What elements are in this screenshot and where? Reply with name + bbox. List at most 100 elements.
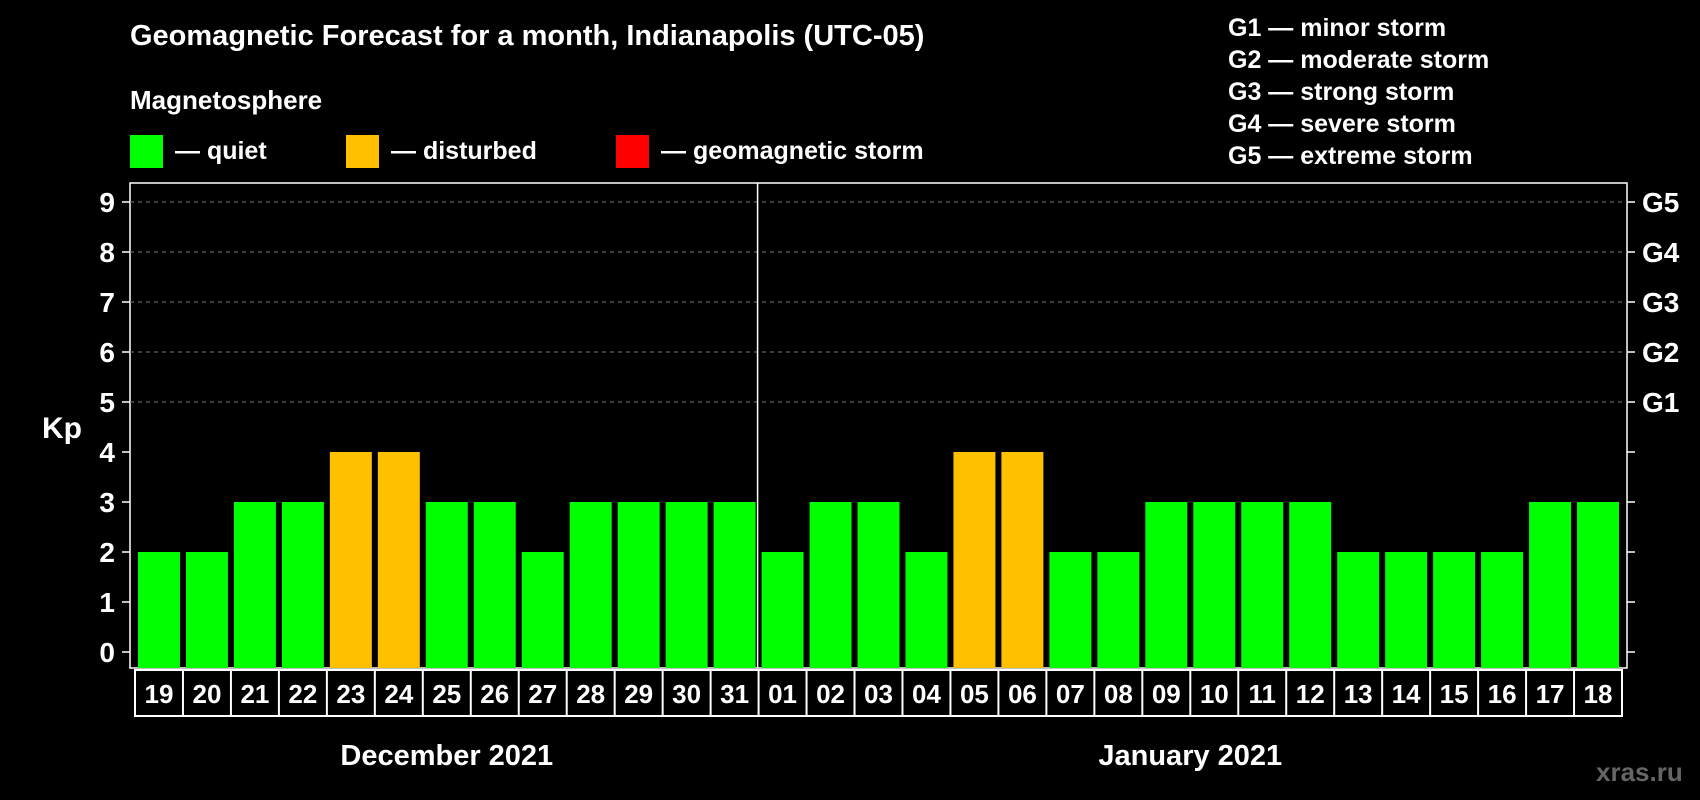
bar (1289, 502, 1332, 668)
chart-title: Geomagnetic Forecast for a month, Indian… (130, 20, 925, 52)
month-label: January 2021 (1098, 740, 1282, 772)
y-tick-label: 8 (99, 237, 115, 268)
bar (281, 502, 324, 668)
x-tick-label: 07 (1056, 679, 1085, 709)
bar (233, 502, 276, 668)
x-tick-label: 23 (336, 679, 365, 709)
bar (857, 502, 900, 668)
x-tick-label: 20 (192, 679, 221, 709)
y-tick-label: 0 (99, 637, 115, 668)
bar (953, 452, 996, 668)
storm-axis-label: G4 (1642, 237, 1680, 268)
y-axis-title: Kp (42, 412, 82, 445)
y-tick-label: 9 (99, 187, 115, 218)
y-tick-label: 7 (99, 287, 115, 318)
quiet-swatch (130, 134, 163, 168)
legend-disturbed: — disturbed (346, 134, 537, 168)
bar (1049, 552, 1092, 668)
bar (425, 502, 468, 668)
bar (1433, 552, 1476, 668)
bar (138, 552, 180, 668)
x-tick-label: 09 (1152, 679, 1181, 709)
bar (185, 552, 228, 668)
legend-storm: — geomagnetic storm (616, 134, 924, 168)
x-tick-label: 25 (432, 679, 461, 709)
day-label-frame (134, 669, 1623, 717)
x-tick-label: 18 (1584, 679, 1613, 709)
x-tick-label: 06 (1008, 679, 1037, 709)
bar (1001, 452, 1044, 668)
x-tick-label: 19 (145, 679, 174, 709)
x-tick-label: 04 (912, 679, 941, 709)
x-tick-label: 26 (480, 679, 509, 709)
x-tick-label: 12 (1296, 679, 1325, 709)
bar (1097, 552, 1140, 668)
y-tick-label: 2 (99, 537, 115, 568)
legend-heading: Magnetosphere (130, 85, 323, 115)
legend-storm-label: — geomagnetic storm (661, 136, 924, 165)
y-tick-label: 1 (99, 587, 115, 618)
bar (569, 502, 612, 668)
bar (1385, 552, 1428, 668)
y-tick-label: 5 (99, 387, 115, 418)
x-tick-label: 17 (1536, 679, 1565, 709)
x-tick-label: 11 (1248, 679, 1276, 709)
watermark: xras.ru (1596, 757, 1683, 787)
bar (1577, 502, 1619, 668)
x-tick-label: 14 (1392, 679, 1421, 709)
x-tick-label: 28 (576, 679, 605, 709)
storm-swatch (616, 134, 649, 168)
x-tick-label: 01 (768, 679, 797, 709)
storm-level-list: G1 — minor storm G2 — moderate storm G3 … (1228, 12, 1489, 172)
bar (1337, 552, 1380, 668)
x-tick-label: 10 (1200, 679, 1229, 709)
x-tick-label: 27 (528, 679, 557, 709)
bar (329, 452, 372, 668)
bar (1481, 552, 1524, 668)
bar (1529, 502, 1572, 668)
storm-level-g1: G1 — minor storm (1228, 14, 1447, 42)
bar (905, 552, 948, 668)
legend-quiet-label: — quiet (175, 136, 267, 165)
y-tick-label: 4 (99, 437, 115, 468)
y-tick-label: 6 (99, 337, 115, 368)
x-tick-label: 31 (720, 679, 749, 709)
x-tick-label: 16 (1488, 679, 1517, 709)
x-tick-label: 05 (960, 679, 989, 709)
disturbed-swatch (346, 134, 379, 168)
storm-level-g5: G5 — extreme storm (1228, 142, 1473, 170)
storm-axis-label: G5 (1642, 187, 1679, 218)
x-tick-label: 03 (864, 679, 893, 709)
bar (521, 552, 564, 668)
x-tick-label: 29 (624, 679, 653, 709)
storm-axis-label: G2 (1642, 337, 1679, 368)
storm-level-g2: G2 — moderate storm (1228, 46, 1490, 74)
x-tick-label: 02 (816, 679, 845, 709)
x-tick-label: 22 (288, 679, 317, 709)
bar (473, 502, 516, 668)
storm-axis-label: G3 (1642, 287, 1679, 318)
legend-quiet: — quiet (130, 134, 267, 168)
bar (665, 502, 708, 668)
bar (617, 502, 660, 668)
legend-disturbed-label: — disturbed (391, 136, 537, 165)
storm-axis-label: G1 (1642, 387, 1679, 418)
x-tick-label: 15 (1440, 679, 1469, 709)
x-tick-label: 08 (1104, 679, 1133, 709)
bar (1193, 502, 1236, 668)
bar (377, 452, 420, 668)
x-tick-label: 24 (384, 679, 413, 709)
bar (809, 502, 852, 668)
bar (761, 552, 804, 668)
bar (1241, 502, 1284, 668)
bar (713, 502, 756, 668)
x-tick-label: 21 (240, 679, 269, 709)
storm-level-g4: G4 — severe storm (1228, 110, 1456, 138)
storm-level-g3: G3 — strong storm (1228, 78, 1455, 106)
month-label: December 2021 (340, 740, 553, 772)
y-tick-label: 3 (99, 487, 115, 518)
bar (1145, 502, 1188, 668)
x-tick-label: 13 (1344, 679, 1373, 709)
x-tick-label: 30 (672, 679, 701, 709)
